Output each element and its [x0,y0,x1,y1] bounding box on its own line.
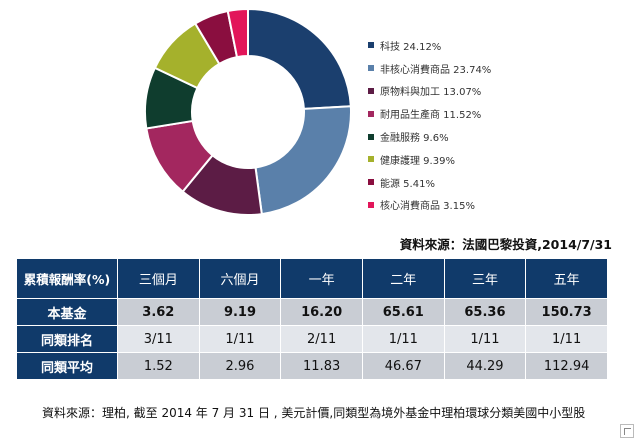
legend-item: 原物料與加工 13.07% [368,80,491,103]
table-cell: 11.83 [280,352,363,380]
legend-label: 能源 5.41% [380,178,435,190]
column-header: 三個月 [117,258,200,299]
table-cell: 1/11 [443,325,527,353]
chart-legend: 科技 24.12% 非核心消費商品 23.74% 原物料與加工 13.07% 耐… [368,34,491,216]
table-cell: 1/11 [525,325,608,353]
table-row: 同類平均 1.52 2.96 11.83 46.67 44.29 112.94 [16,352,608,380]
legend-label: 健康護理 9.39% [380,155,455,167]
row-header: 本基金 [16,298,118,326]
row-header: 同類排名 [16,325,118,353]
table-header-row: 累積報酬率(%) 三個月 六個月 一年 二年 三年 五年 [16,258,608,299]
legend-item: 能源 5.41% [368,171,491,194]
table-cell: 16.20 [280,298,363,326]
table-cell: 1/11 [198,325,282,353]
table-cell: 2.96 [198,352,282,380]
column-header: 六個月 [198,258,282,299]
legend-swatch [368,110,374,117]
table-row: 同類排名 3/11 1/11 2/11 1/11 1/11 1/11 [16,325,608,353]
legend-swatch [368,87,374,94]
column-header: 三年 [443,258,527,299]
table-cell: 150.73 [525,298,608,326]
legend-item: 科技 24.12% [368,34,491,57]
legend-label: 原物料與加工 13.07% [380,87,482,99]
source-note-bottom: 資料來源：理柏, 截至 2014 年 7 月 31 日 , 美元計價,同類型為境… [42,406,586,420]
legend-label: 核心消費商品 3.15% [380,201,475,213]
column-header: 五年 [525,258,608,299]
legend-item: 金融服務 9.6% [368,125,491,148]
donut-chart [144,7,352,216]
resize-handle-icon [620,424,634,438]
table-cell: 44.29 [443,352,527,380]
table-cell: 3/11 [117,325,200,353]
performance-table: 累積報酬率(%) 三個月 六個月 一年 二年 三年 五年 本基金 3.62 9.… [16,258,608,380]
table-cell: 46.67 [361,352,445,380]
legend-label: 金融服務 9.6% [380,133,449,145]
table-row: 本基金 3.62 9.19 16.20 65.61 65.36 150.73 [16,298,608,326]
legend-swatch [368,65,374,72]
table-cell: 3.62 [117,298,200,326]
table-cell: 1.52 [117,352,200,380]
legend-label: 耐用品生產商 11.52% [380,110,482,122]
table-cell: 65.36 [443,298,527,326]
legend-swatch [368,133,374,140]
column-header: 累積報酬率(%) [16,258,118,299]
source-note-top: 資料來源：法國巴黎投資,2014/7/31 [399,237,612,252]
donut-slice [254,105,352,216]
donut-slice [247,7,352,110]
legend-swatch [368,201,374,208]
table-cell: 65.61 [361,298,445,326]
legend-item: 非核心消費商品 23.74% [368,57,491,80]
column-header: 一年 [280,258,363,299]
table-cell: 9.19 [198,298,282,326]
legend-label: 非核心消費商品 23.74% [380,64,492,76]
table-cell: 1/11 [361,325,445,353]
legend-item: 核心消費商品 3.15% [368,194,491,217]
column-header: 二年 [361,258,445,299]
legend-item: 耐用品生產商 11.52% [368,102,491,125]
table-cell: 2/11 [280,325,363,353]
row-header: 同類平均 [16,352,118,380]
legend-swatch [368,42,374,49]
donut-slice [226,7,249,59]
legend-swatch [368,179,374,186]
table-cell: 112.94 [525,352,608,380]
legend-label: 科技 24.12% [380,41,442,53]
legend-swatch [368,156,374,163]
legend-item: 健康護理 9.39% [368,148,491,171]
